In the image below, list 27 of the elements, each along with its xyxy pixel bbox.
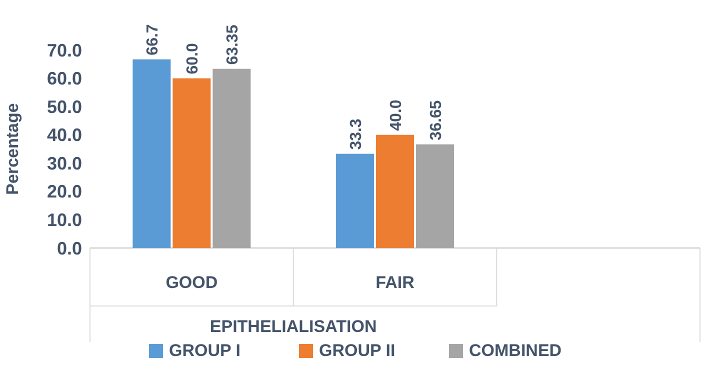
- y-tick-label: 10.0: [46, 210, 82, 230]
- bar: [172, 78, 211, 248]
- y-tick-label: 30.0: [46, 153, 82, 174]
- legend-label: GROUP I: [169, 341, 240, 360]
- x-tick-label: GOOD: [166, 273, 218, 292]
- bar: [416, 144, 454, 248]
- bar: [132, 59, 171, 248]
- y-tick-label: 0.0: [56, 238, 82, 258]
- data-label: 63.35: [224, 24, 242, 65]
- data-label: 66.7: [144, 24, 162, 56]
- y-tick-label: 70.0: [46, 40, 82, 60]
- y-tick-label: 40.0: [46, 125, 82, 146]
- x-axis-title: EPITHELIALISATION: [210, 317, 377, 336]
- y-tick-label: 20.0: [46, 182, 82, 202]
- legend-label: COMBINED: [469, 341, 562, 360]
- data-label: 33.3: [348, 118, 365, 150]
- y-axis-title: Percentage: [3, 103, 22, 195]
- data-label: 36.65: [428, 100, 445, 140]
- bar: [212, 68, 251, 248]
- legend-label: GROUP II: [319, 341, 396, 360]
- y-tick-label: 50.0: [46, 96, 82, 117]
- data-label: 60.0: [184, 43, 202, 74]
- data-label: 40.0: [388, 100, 405, 131]
- y-tick-label: 60.0: [46, 68, 82, 89]
- bar: [376, 134, 414, 248]
- x-tick-label: FAIR: [376, 273, 414, 292]
- bar: [336, 154, 374, 248]
